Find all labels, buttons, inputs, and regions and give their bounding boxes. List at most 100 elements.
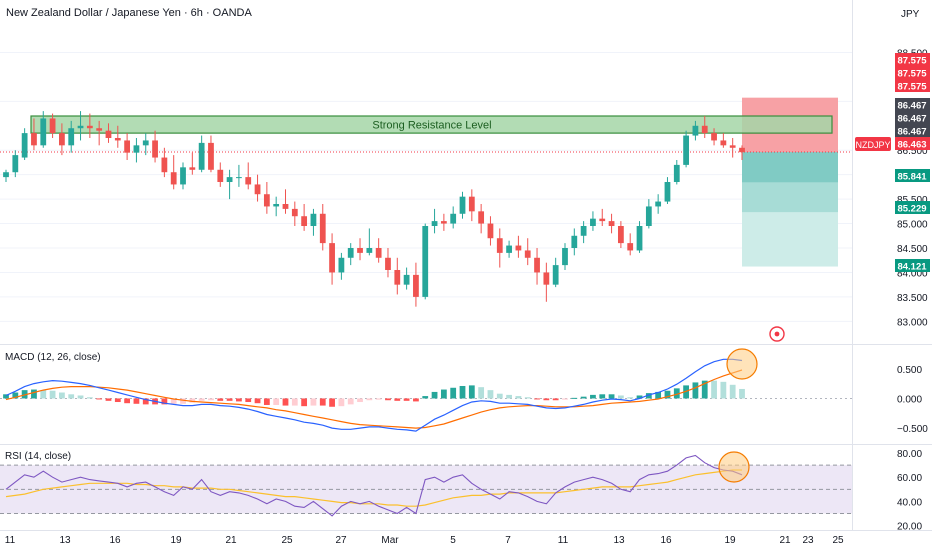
macd-line <box>5 358 743 432</box>
candle-body <box>217 169 224 182</box>
candle-body <box>385 257 391 270</box>
macd-histogram-bar <box>385 398 391 401</box>
macd-label[interactable]: MACD (12, 26, close) <box>5 352 101 363</box>
macd-histogram-bar <box>357 398 363 403</box>
candle-body <box>673 164 680 182</box>
candle <box>273 196 280 217</box>
macd-cross-highlight <box>726 348 758 380</box>
rsi-tick-label: 80.00 <box>897 449 922 460</box>
resistance-zone[interactable] <box>30 115 833 134</box>
candle <box>301 204 308 231</box>
candle-body <box>711 133 717 141</box>
candle <box>543 262 550 302</box>
candle-body <box>664 182 671 202</box>
candle <box>413 262 419 307</box>
candle-body <box>468 196 475 212</box>
candle-body <box>524 250 531 258</box>
candle-body <box>68 128 75 146</box>
macd-histogram-bar <box>543 398 550 401</box>
macd-histogram-bar <box>413 398 419 402</box>
candle <box>711 128 717 146</box>
macd-histogram-bar <box>645 393 652 399</box>
candle <box>431 208 438 234</box>
price-badge <box>895 111 930 124</box>
price-tick-label: 84.500 <box>897 244 928 255</box>
candle-body <box>683 135 689 165</box>
rsi-label[interactable]: RSI (14, close) <box>5 451 71 462</box>
candle-body <box>422 226 429 297</box>
candle-body <box>431 221 438 226</box>
candle-body <box>403 274 410 285</box>
candle-body <box>273 204 280 207</box>
candle <box>720 133 727 148</box>
candle-body <box>329 243 335 273</box>
candle-body <box>282 204 289 209</box>
candle-body <box>701 125 708 134</box>
candle-body <box>375 248 382 258</box>
macd-tick-label: 0.000 <box>897 394 922 405</box>
candle <box>245 162 252 190</box>
price-badge-label: 87.575 <box>897 69 927 80</box>
macd-histogram-bar <box>310 398 317 406</box>
target-icon[interactable] <box>769 326 785 342</box>
price-badge <box>895 66 930 79</box>
candle-body <box>133 145 140 153</box>
candle <box>338 252 345 280</box>
candle <box>739 145 745 160</box>
macd-histogram-bar <box>552 398 559 401</box>
time-tick-label: 7 <box>505 535 511 546</box>
candle-body <box>59 133 65 146</box>
currency-label[interactable]: JPY <box>901 9 920 20</box>
macd-histogram-bar <box>180 398 186 404</box>
candle-body <box>3 172 9 178</box>
time-axis[interactable]: 11 13 16 19 21 25 27 Mar 5 7 11 13 16 19 21 23 25 <box>5 535 844 546</box>
time-tick-label: 13 <box>59 535 71 546</box>
macd-histogram-bar <box>133 398 140 404</box>
macd-tick-label: 0.500 <box>897 365 922 376</box>
take-profit-zone-3[interactable] <box>742 212 838 267</box>
candle-body <box>562 248 568 266</box>
macd-histogram-bar <box>366 398 373 401</box>
price-badge <box>895 53 930 66</box>
candle-body <box>357 248 363 253</box>
candle <box>729 138 736 158</box>
price-badge <box>895 137 930 150</box>
candle <box>217 162 224 187</box>
take-profit-zone-2[interactable] <box>742 182 838 213</box>
macd-histogram-bar <box>431 391 438 399</box>
macd-histogram-bar <box>291 398 298 406</box>
price-badge-label: 85.229 <box>897 204 926 215</box>
price-badge <box>895 124 930 137</box>
chart-title: New Zealand Dollar / Japanese Yen · 6h ·… <box>6 7 252 19</box>
macd-histogram-bar <box>506 394 512 399</box>
macd-histogram-bar <box>124 398 131 404</box>
candle-body <box>459 196 466 214</box>
candle-body <box>552 265 559 285</box>
candle-body <box>86 125 93 129</box>
macd-histogram-bar <box>114 398 121 403</box>
candle <box>282 189 289 214</box>
price-badges: 87.575 87.575 87.575 86.467 86.467 86.467 86.4… <box>895 53 930 273</box>
candle <box>263 182 270 214</box>
candle-body <box>96 128 103 131</box>
candle <box>385 248 391 278</box>
macd-histogram-bar <box>478 387 485 399</box>
price-badge-label: 86.467 <box>897 101 926 112</box>
macd-histogram-bar <box>534 398 540 400</box>
macd-signal-line <box>5 369 743 429</box>
candle-body <box>180 167 186 185</box>
take-profit-zone-1[interactable] <box>742 152 838 183</box>
candle-body <box>440 221 447 224</box>
candle <box>422 223 429 300</box>
candle-body <box>543 272 550 285</box>
macd-histogram-bar <box>329 398 335 407</box>
macd-histogram-bar <box>459 385 466 399</box>
rsi-tick-label: 60.00 <box>897 473 922 484</box>
macd-pane: 0.500 0.000 −0.500 <box>0 358 928 435</box>
macd-histogram-bar <box>701 380 708 399</box>
candle-body <box>338 257 345 273</box>
candle <box>608 213 615 234</box>
candle-body <box>124 140 131 153</box>
candle-body <box>319 213 326 244</box>
